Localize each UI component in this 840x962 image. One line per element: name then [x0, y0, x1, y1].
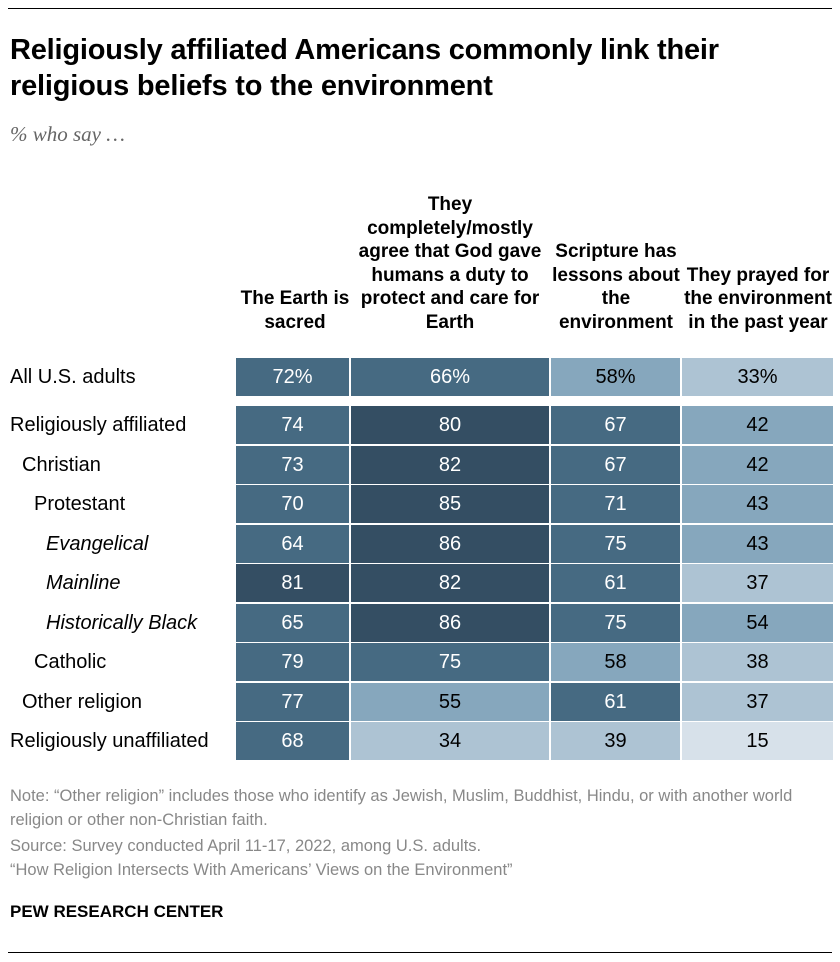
heatmap-cell: 82: [351, 564, 549, 602]
heatmap-cell: 75: [551, 525, 680, 563]
row-label: All U.S. adults: [10, 366, 136, 388]
heatmap-cell: 37: [682, 564, 833, 602]
heatmap-cell: 79: [236, 643, 349, 681]
heatmap-cell: 33%: [682, 358, 833, 396]
heatmap-cell: 37: [682, 683, 833, 721]
heatmap-cell: 86: [351, 525, 549, 563]
source: Source: Survey conducted April 11-17, 20…: [10, 837, 482, 855]
column-header: Scripture has lessons about the environm…: [552, 241, 680, 333]
note: Note: “Other religion” includes those wh…: [10, 787, 793, 829]
heatmap-cell: 85: [351, 485, 549, 523]
row-label: Christian: [22, 454, 101, 476]
heatmap-cell: 72%: [236, 358, 349, 396]
row-label: Religiously unaffiliated: [10, 730, 209, 752]
row-label: Historically Black: [46, 612, 198, 634]
heatmap-cell: 34: [351, 722, 549, 760]
heatmap-cell: 73: [236, 446, 349, 484]
heatmap-cell: 75: [551, 604, 680, 642]
column-header: They completely/mostly agree that God ga…: [358, 194, 542, 333]
heatmap-cell: 58%: [551, 358, 680, 396]
heatmap-cell: 55: [351, 683, 549, 721]
row-label: Other religion: [22, 691, 143, 713]
heatmap-cell: 15: [682, 722, 833, 760]
heatmap-cell: 61: [551, 564, 680, 602]
column-header: They prayed for the environment in the p…: [684, 264, 832, 333]
heatmap-cell: 43: [682, 525, 833, 563]
heatmap-cell: 42: [682, 446, 833, 484]
heatmap-cell: 58: [551, 643, 680, 681]
brand-logo-text: PEW RESEARCH CENTER: [10, 902, 224, 921]
row-label: Catholic: [34, 651, 107, 673]
heatmap-cell: 74: [236, 406, 349, 444]
heatmap-cell: 54: [682, 604, 833, 642]
heatmap-cell: 38: [682, 643, 833, 681]
row-label: Protestant: [34, 493, 126, 515]
bottom-rule: [8, 952, 832, 953]
column-header: The Earth is sacred: [240, 288, 350, 333]
heatmap-cell: 70: [236, 485, 349, 523]
heatmap-cell: 39: [551, 722, 680, 760]
heatmap-cell: 61: [551, 683, 680, 721]
heatmap-cell: 65: [236, 604, 349, 642]
heatmap-cell: 80: [351, 406, 549, 444]
heatmap-cell: 42: [682, 406, 833, 444]
top-rule: [8, 8, 832, 9]
heatmap-cell: 64: [236, 525, 349, 563]
heatmap-cell: 66%: [351, 358, 549, 396]
heatmap-cell: 71: [551, 485, 680, 523]
heatmap-cell: 82: [351, 446, 549, 484]
heatmap-cell: 86: [351, 604, 549, 642]
heatmap-cell: 77: [236, 683, 349, 721]
row-label: Religiously affiliated: [10, 414, 187, 436]
heatmap-cell: 81: [236, 564, 349, 602]
heatmap-cell: 75: [351, 643, 549, 681]
chart-title: Religiously affiliated Americans commonl…: [10, 34, 719, 102]
heatmap-cell: 67: [551, 406, 680, 444]
heatmap-cell: 67: [551, 446, 680, 484]
heatmap-cell: 68: [236, 722, 349, 760]
chart-subtitle: % who say …: [10, 122, 125, 146]
row-label: Evangelical: [46, 533, 149, 555]
report-title: “How Religion Intersects With Americans’…: [10, 861, 513, 879]
row-label: Mainline: [46, 572, 121, 594]
heatmap-cell: 43: [682, 485, 833, 523]
